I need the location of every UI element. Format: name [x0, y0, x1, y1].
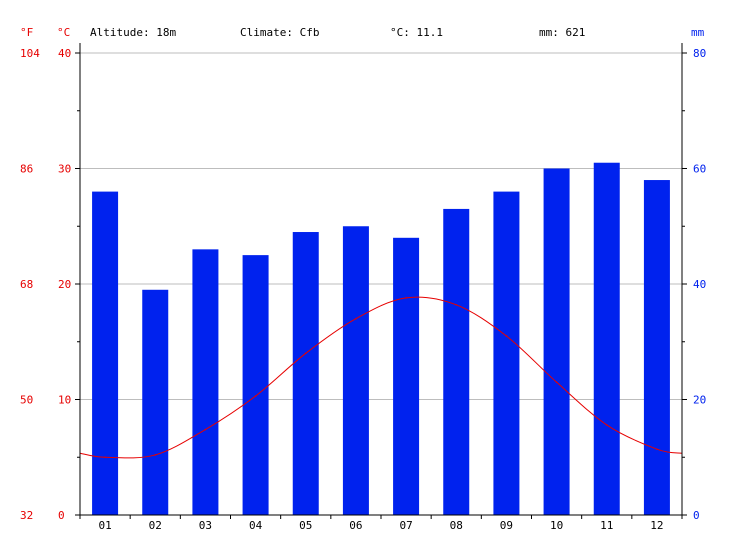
temperature-point	[254, 395, 257, 397]
celsius-tick-label: 0	[58, 509, 65, 522]
temperature-point	[304, 352, 307, 355]
temperature-point	[104, 456, 106, 459]
celsius-tick-label: 20	[58, 278, 71, 291]
temperature-average-label: °C: 11.1	[390, 26, 443, 39]
celsius-unit-label: °C	[57, 26, 70, 39]
month-label: 08	[450, 519, 463, 532]
mm-tick-label: 0	[693, 509, 700, 522]
temperature-point	[656, 448, 658, 450]
temperature-point	[555, 381, 558, 383]
temperature-point	[405, 297, 407, 299]
axis-labels: 32 0 0 50 10 20 68 20 40 86 30 60 104 40 80 01 02 03 04 05 0…	[20, 47, 706, 532]
month-label: 09	[500, 519, 513, 532]
celsius-tick-label: 30	[58, 163, 71, 176]
precipitation-bar	[393, 237, 420, 516]
mm-tick-label: 20	[693, 394, 706, 407]
precipitation-bar	[493, 191, 520, 515]
temperature-point	[355, 317, 357, 320]
month-label: 10	[550, 519, 563, 532]
precipitation-bar	[192, 249, 219, 515]
month-label: 07	[399, 519, 412, 532]
precipitation-bar	[142, 289, 169, 515]
month-label: 03	[199, 519, 212, 532]
month-label: 02	[149, 519, 162, 532]
precipitation-bar	[543, 168, 570, 515]
temperature-point	[605, 424, 608, 426]
mm-tick-label: 40	[693, 278, 706, 291]
fahrenheit-tick-label: 50	[20, 394, 33, 407]
fahrenheit-unit-label: °F	[20, 26, 33, 39]
month-label: 04	[249, 519, 263, 532]
temperature-line	[79, 296, 683, 459]
precipitation-bars	[92, 162, 670, 516]
month-label: 05	[299, 519, 312, 532]
precipitation-bar	[242, 255, 269, 515]
month-label: 11	[600, 519, 613, 532]
precipitation-bar	[443, 208, 470, 516]
month-label: 06	[349, 519, 362, 532]
precipitation-bar	[92, 191, 119, 515]
fahrenheit-tick-label: 68	[20, 278, 33, 291]
precipitation-bar	[643, 180, 670, 516]
celsius-tick-label: 40	[58, 47, 71, 60]
precipitation-bar	[342, 226, 369, 515]
temperature-line-layer	[79, 296, 683, 459]
mm-tick-label: 60	[693, 163, 706, 176]
mm-tick-label: 80	[693, 47, 706, 60]
temperature-point	[154, 454, 157, 456]
grid-lines	[80, 52, 682, 400]
axes	[75, 43, 687, 519]
month-label: 12	[650, 519, 663, 532]
temperature-point	[204, 428, 207, 431]
climate-label: Climate: Cfb	[240, 26, 319, 39]
precipitation-bar	[593, 162, 620, 515]
temperature-point	[505, 335, 508, 337]
precipitation-bar	[292, 232, 319, 515]
mm-unit-label: mm	[691, 26, 705, 39]
altitude-label: Altitude: 18m	[90, 26, 176, 39]
celsius-tick-label: 10	[58, 394, 71, 407]
month-label: 01	[98, 519, 111, 532]
fahrenheit-tick-label: 86	[20, 163, 33, 176]
temperature-point	[455, 303, 458, 306]
precipitation-total-label: mm: 621	[539, 26, 585, 39]
fahrenheit-tick-label: 32	[20, 509, 33, 522]
fahrenheit-tick-label: 104	[20, 47, 40, 60]
